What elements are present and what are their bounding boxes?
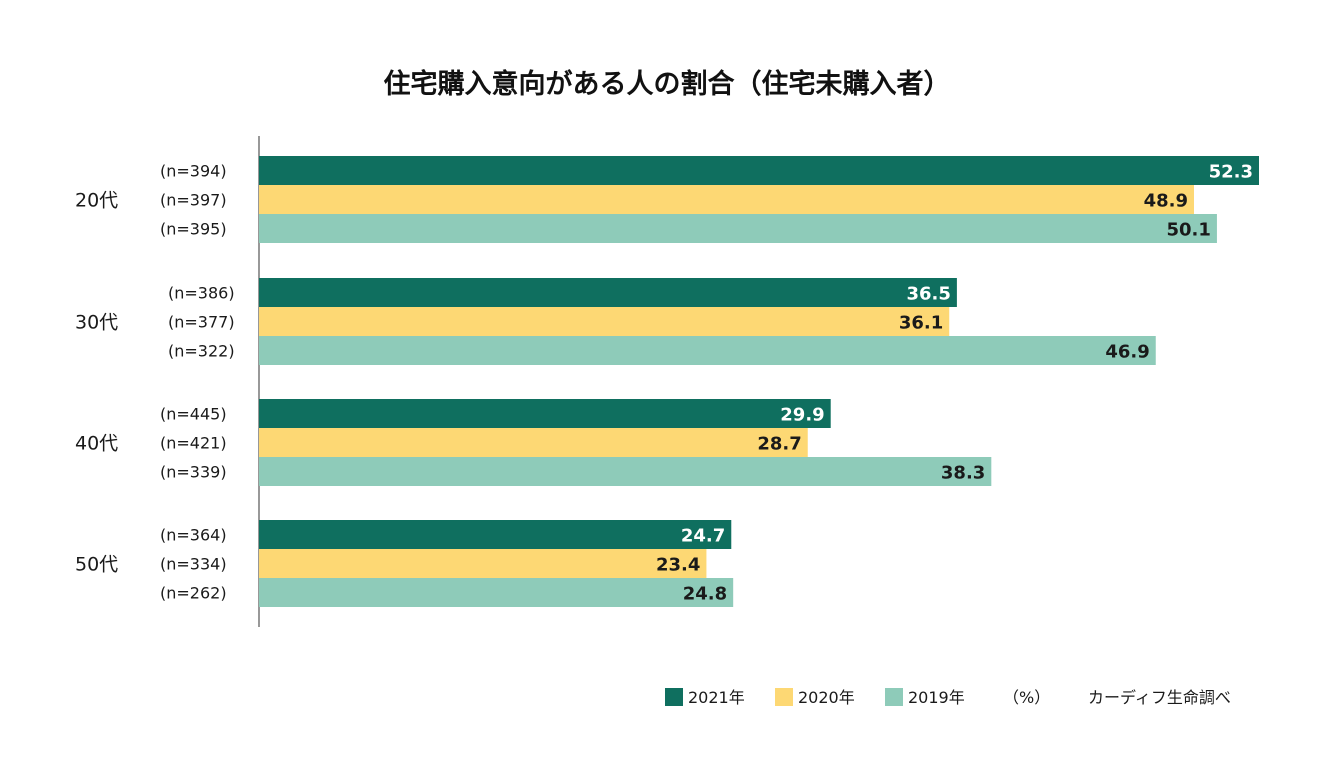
category-label: 30代 [75,312,118,334]
sample-size-label: (n=386) [168,284,235,303]
sample-size-label: (n=322) [168,342,235,361]
data-label: 24.8 [683,584,727,605]
sample-size-label: (n=262) [160,584,227,603]
category-label: 50代 [75,554,118,576]
unit-label: （%） [1003,688,1050,707]
bar [259,185,1194,214]
legend-swatch-2021 [665,688,683,706]
chart-title: 住宅購入意向がある人の割合（住宅未購入者） [384,68,951,100]
legend-swatch-2019 [885,688,903,706]
legend-label-2020: 2020年 [798,688,855,707]
sample-size-label: (n=334) [160,555,227,574]
source-label: カーディフ生命調べ [1088,688,1231,707]
legend-swatch-2020 [775,688,793,706]
data-label: 24.7 [681,526,725,547]
sample-size-label: (n=364) [160,526,227,545]
data-label: 29.9 [780,405,824,426]
legend: 2021年 2020年 2019年 （%） カーディフ生命調べ [665,688,1231,707]
bar [259,156,1259,185]
bar [259,428,808,457]
sample-size-label: (n=394) [160,162,227,181]
legend-label-2019: 2019年 [908,688,965,707]
sample-size-label: (n=339) [160,463,227,482]
data-label: 28.7 [757,434,801,455]
data-label: 52.3 [1209,162,1253,183]
bar [259,520,732,549]
bar [259,214,1217,243]
sample-size-label: (n=395) [160,220,227,239]
data-label: 50.1 [1167,220,1211,241]
data-label: 36.1 [899,313,943,334]
data-label: 46.9 [1105,342,1149,363]
legend-label-2021: 2021年 [688,688,745,707]
bar [259,549,707,578]
bar [259,457,992,486]
bar [259,399,831,428]
category-label: 20代 [75,190,118,212]
category-label: 40代 [75,433,118,455]
bar [259,307,950,336]
bar [259,336,1156,365]
bars-layer: 20代 (n=394) 52.3 (n=397) 48.9 (n=395) 50.1 30代 (… [75,156,1259,607]
bar [259,278,957,307]
sample-size-label: (n=421) [160,434,227,453]
sample-size-label: (n=377) [168,313,235,332]
data-label: 38.3 [941,463,985,484]
bar [259,578,734,607]
sample-size-label: (n=445) [160,405,227,424]
sample-size-label: (n=397) [160,191,227,210]
data-label: 48.9 [1144,191,1188,212]
data-label: 36.5 [906,284,950,305]
data-label: 23.4 [656,555,700,576]
